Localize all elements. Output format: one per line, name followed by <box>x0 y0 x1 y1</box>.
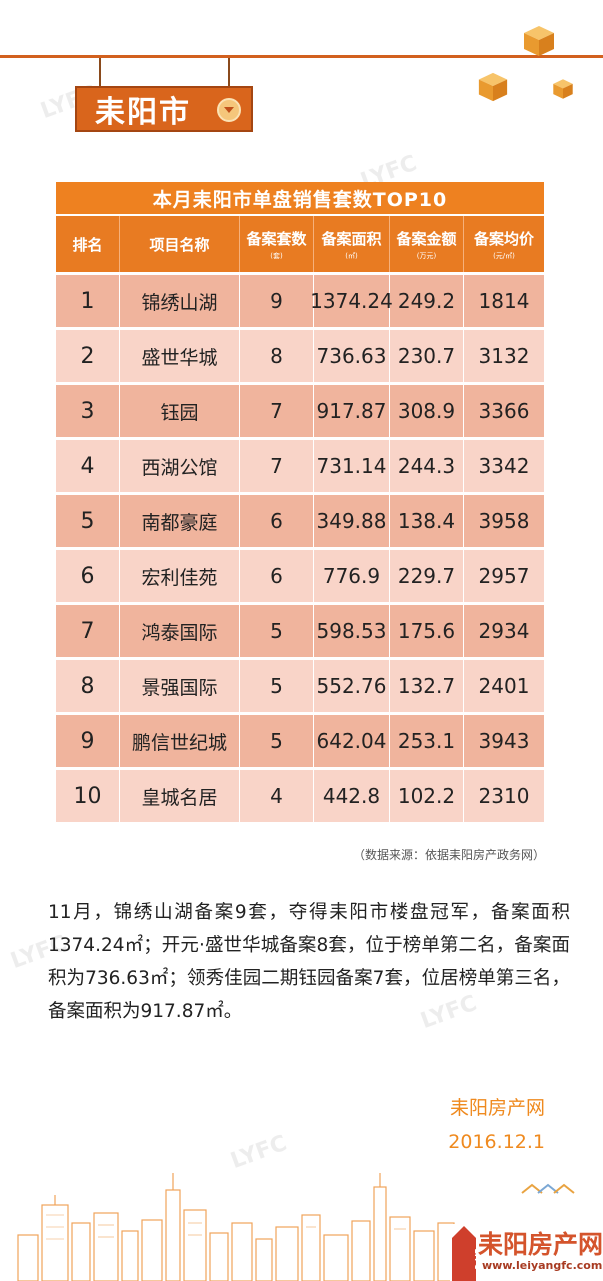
column-header-units: 备案套数 (套) <box>240 216 314 272</box>
lyfc-emblem: LYFC <box>473 1249 482 1270</box>
cell-area: 442.8 <box>314 770 390 822</box>
cell-units: 5 <box>240 605 314 657</box>
cell-project-name: 钰园 <box>120 385 240 437</box>
cell-area: 598.53 <box>314 605 390 657</box>
cell-rank: 2 <box>56 330 120 382</box>
cell-units: 7 <box>240 385 314 437</box>
column-header-rank: 排名 <box>56 216 120 272</box>
cell-area: 731.14 <box>314 440 390 492</box>
table-row: 8 景强国际 5 552.76 132.7 2401 <box>56 660 544 712</box>
cell-units: 5 <box>240 660 314 712</box>
signature-date: 2016.12.1 <box>448 1131 545 1153</box>
table-row: 2 盛世华城 8 736.63 230.7 3132 <box>56 330 544 382</box>
sign-string <box>99 58 101 88</box>
cell-rank: 1 <box>56 275 120 327</box>
table-row: 10 皇城名居 4 442.8 102.2 2310 <box>56 770 544 822</box>
cell-area: 642.04 <box>314 715 390 767</box>
summary-paragraph: 11月，锦绣山湖备案9套，夺得耒阳市楼盘冠军，备案面积1374.24㎡；开元·盛… <box>48 902 570 1022</box>
cell-avg-price: 2957 <box>478 564 530 588</box>
cell-rank: 9 <box>56 715 120 767</box>
table-row: 1 锦绣山湖 9 1374.24 249.2 1814 <box>56 275 544 327</box>
table-row: 3 钰园 7 917.87 308.9 3366 <box>56 385 544 437</box>
cell-units: 6 <box>240 495 314 547</box>
cell-project-name: 盛世华城 <box>120 330 240 382</box>
cube-icon <box>553 79 573 99</box>
cell-rank: 5 <box>56 495 120 547</box>
cell-units: 5 <box>240 715 314 767</box>
column-header-amount: 备案金额 (万元) <box>390 216 464 272</box>
cell-units: 8 <box>240 330 314 382</box>
cell-avg-price: 3958 <box>478 509 530 533</box>
cell-amount: 244.3 <box>390 440 464 492</box>
signature-org: 耒阳房产网 <box>449 1097 545 1119</box>
cell-amount: 253.1 <box>390 715 464 767</box>
cell-project-name: 宏利佳苑 <box>120 550 240 602</box>
footer-site-name: 耒阳房产网 <box>478 1230 603 1259</box>
cell-avg-price: 2310 <box>478 784 530 808</box>
table-row: 7 鸿泰国际 5 598.53 175.6 2934 <box>56 605 544 657</box>
cell-project-name: 锦绣山湖 <box>120 275 240 327</box>
cube-icon <box>478 72 508 102</box>
chevron-down-icon[interactable] <box>217 98 241 122</box>
table-title: 本月耒阳市单盘销售套数TOP10 <box>56 182 544 214</box>
table-body: 1 锦绣山湖 9 1374.24 249.2 1814 2 盛世华城 8 736.63 230.7 3… <box>56 275 544 822</box>
cell-amount: 138.4 <box>390 495 464 547</box>
cell-avg-price: 3132 <box>478 344 530 368</box>
cell-area: 736.63 <box>314 330 390 382</box>
cell-amount: 230.7 <box>390 330 464 382</box>
column-header-area: 备案面积 (㎡) <box>314 216 390 272</box>
cell-project-name: 南都豪庭 <box>120 495 240 547</box>
table-row: 6 宏利佳苑 6 776.9 229.7 2957 <box>56 550 544 602</box>
top-divider <box>0 55 603 58</box>
table-row: 4 西湖公馆 7 731.14 244.3 3342 <box>56 440 544 492</box>
cube-icon <box>524 26 554 56</box>
sign-string <box>228 58 230 88</box>
column-header-project: 项目名称 <box>120 216 240 272</box>
cell-rank: 3 <box>56 385 120 437</box>
cell-project-name: 景强国际 <box>120 660 240 712</box>
cell-rank: 4 <box>56 440 120 492</box>
cell-units: 4 <box>240 770 314 822</box>
cell-avg-price: 3342 <box>478 454 530 478</box>
cell-amount: 132.7 <box>390 660 464 712</box>
ranking-table: 本月耒阳市单盘销售套数TOP10 排名 项目名称 备案套数 (套) 备案面积 (㎡)… <box>56 182 544 822</box>
city-tag[interactable]: 耒阳市 <box>75 86 253 132</box>
city-name: 耒阳市 <box>95 95 191 130</box>
cell-area: 776.9 <box>314 550 390 602</box>
table-row: 9 鹏信世纪城 5 642.04 253.1 3943 <box>56 715 544 767</box>
cell-rank: 6 <box>56 550 120 602</box>
table-row: 5 南都豪庭 6 349.88 138.4 3958 <box>56 495 544 547</box>
cell-amount: 249.2 <box>390 275 464 327</box>
cell-project-name: 皇城名居 <box>120 770 240 822</box>
footer-url[interactable]: www.leiyangfc.com <box>482 1259 603 1272</box>
cell-avg-price: 3366 <box>478 399 530 423</box>
cell-avg-price: 2401 <box>478 674 530 698</box>
cell-units: 6 <box>240 550 314 602</box>
cell-avg-price: 1814 <box>478 289 530 313</box>
cell-rank: 7 <box>56 605 120 657</box>
cell-project-name: 鸿泰国际 <box>120 605 240 657</box>
cell-amount: 308.9 <box>390 385 464 437</box>
table-header-row: 排名 项目名称 备案套数 (套) 备案面积 (㎡) 备案金额 (万元) 备案均价 (元/… <box>56 216 544 272</box>
cell-amount: 175.6 <box>390 605 464 657</box>
cell-project-name: 西湖公馆 <box>120 440 240 492</box>
city-skyline-illustration <box>17 1173 575 1281</box>
cell-units: 7 <box>240 440 314 492</box>
footer-logo: LYFC <box>450 1224 603 1281</box>
cell-amount: 102.2 <box>390 770 464 822</box>
cell-rank: 10 <box>56 770 120 822</box>
cell-avg-price: 3943 <box>478 729 530 753</box>
cell-avg-price: 2934 <box>478 619 530 643</box>
data-source-note: （数据来源：依据耒阳房产政务网） <box>352 848 545 862</box>
cell-amount: 229.7 <box>390 550 464 602</box>
cell-rank: 8 <box>56 660 120 712</box>
column-header-avg-price: 备案均价 (元/㎡) <box>473 229 534 260</box>
cell-area: 917.87 <box>314 385 390 437</box>
cell-units: 9 <box>240 275 314 327</box>
cell-area: 1374.24 <box>310 275 393 327</box>
cell-area: 349.88 <box>314 495 390 547</box>
cell-area: 552.76 <box>314 660 390 712</box>
cell-project-name: 鹏信世纪城 <box>120 715 240 767</box>
